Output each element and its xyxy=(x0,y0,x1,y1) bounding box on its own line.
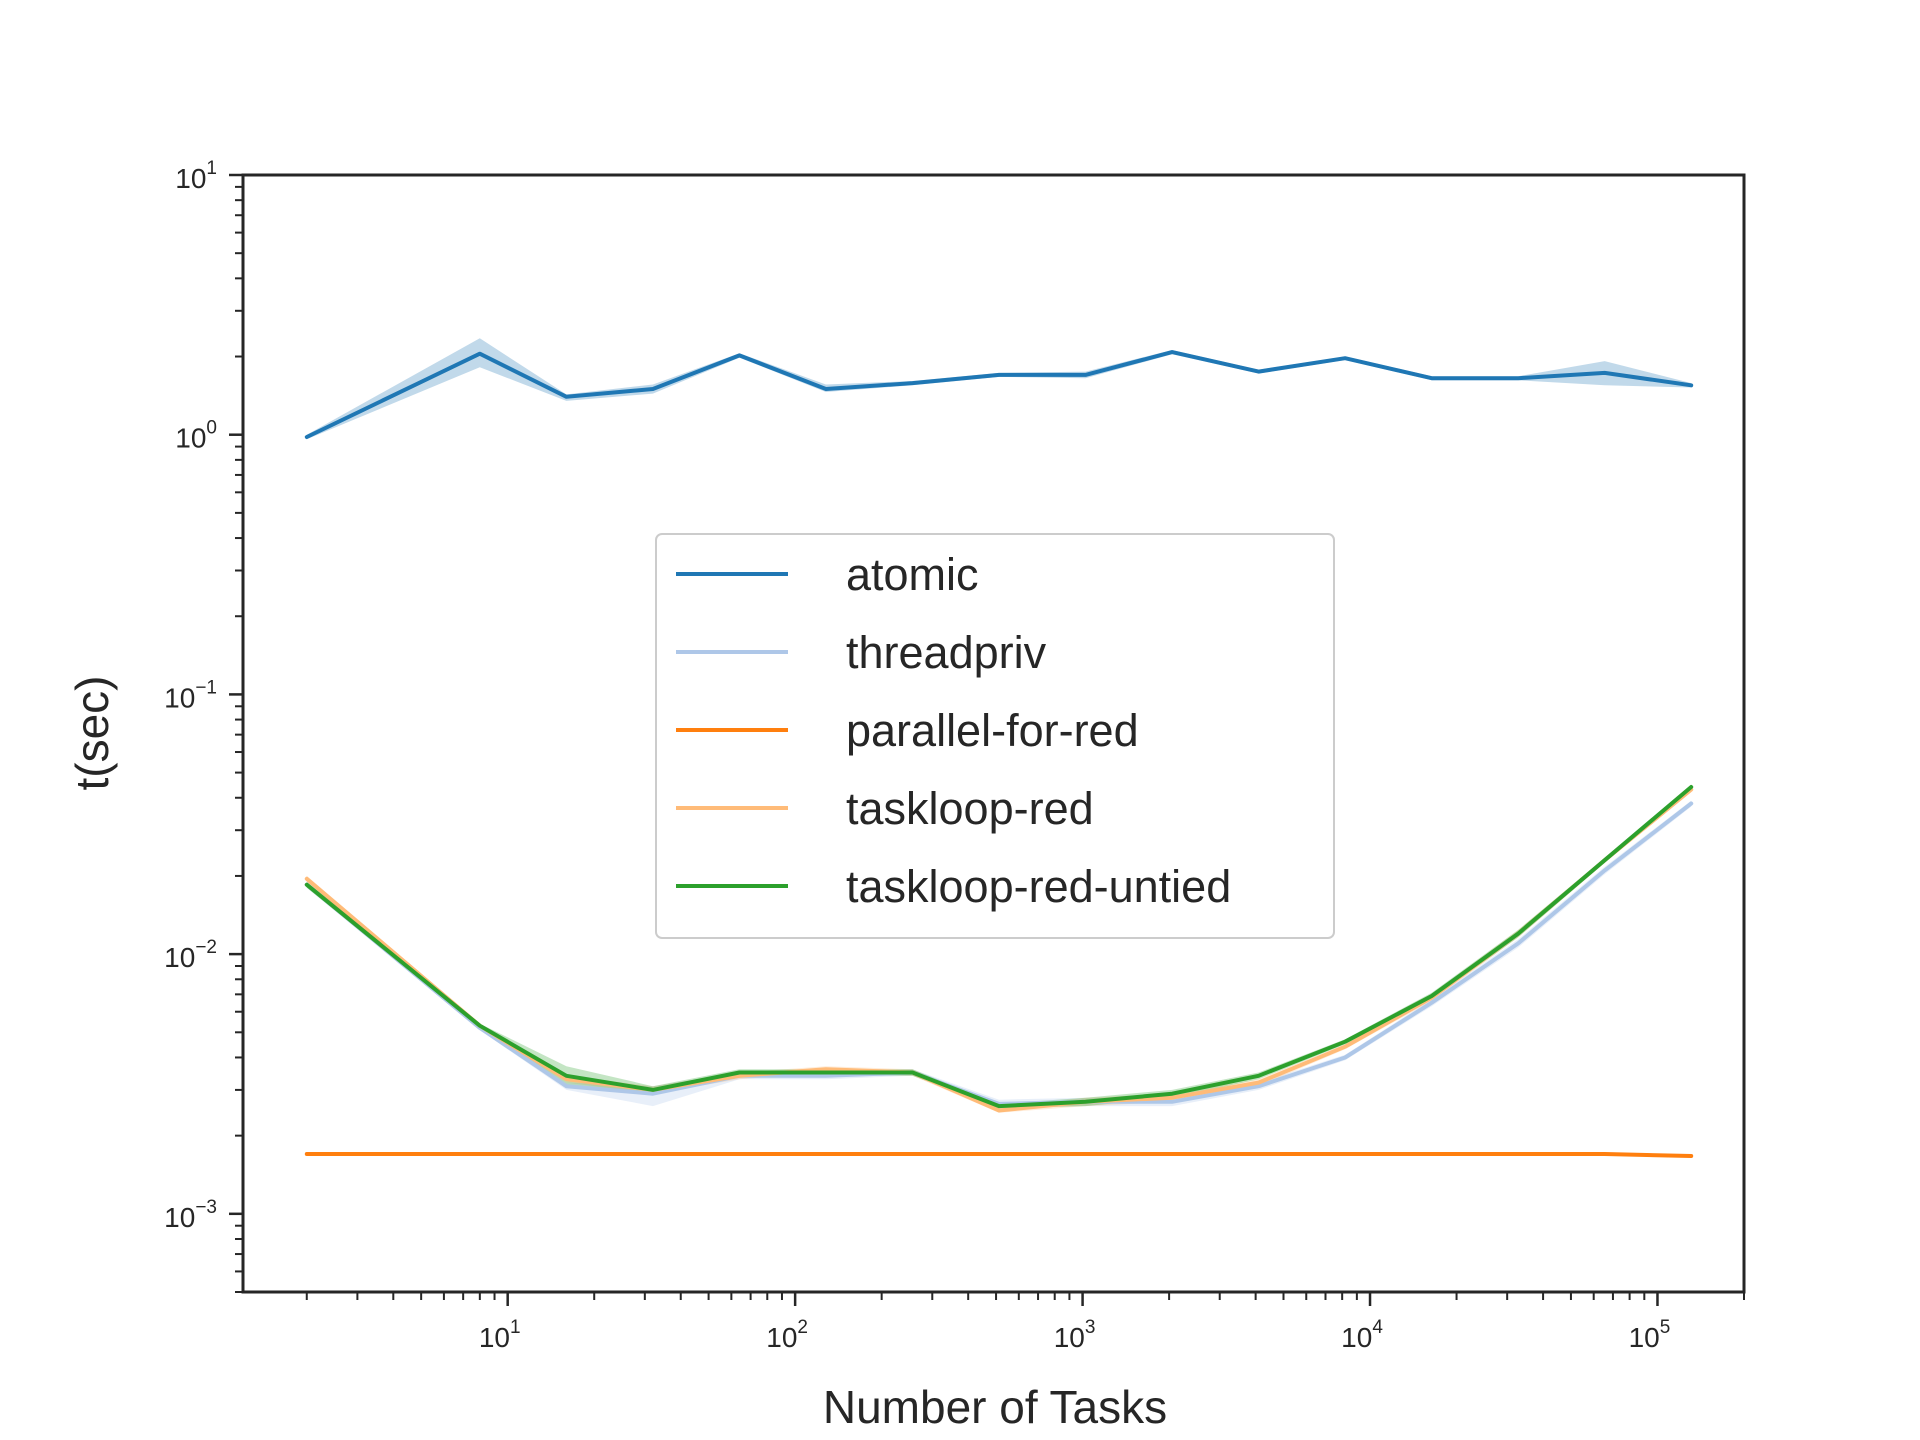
y-tick-exponent: 1 xyxy=(206,158,217,179)
x-tick-exponent: 3 xyxy=(1085,1317,1096,1338)
x-tick-exponent: 4 xyxy=(1372,1317,1383,1338)
series-lines xyxy=(304,350,1694,1158)
plot-frame xyxy=(241,173,1746,1294)
legend-label-taskloop-red-untied: taskloop-red-untied xyxy=(846,861,1231,912)
legend: atomic threadpriv parallel-for-red taskloop… xyxy=(655,533,1335,939)
series-line-taskloop-red-untied xyxy=(304,785,1694,1109)
x-tick-label: 102 xyxy=(766,1317,808,1353)
y-tick-exponent: −2 xyxy=(195,937,217,958)
series-line-parallel-for-red xyxy=(304,1152,1694,1158)
x-axis-ticks: 101 102 103 104 105 xyxy=(305,1292,1745,1353)
x-axis-title: Number of Tasks xyxy=(823,1381,1167,1433)
y-tick-label: 10−3 xyxy=(164,1197,217,1233)
legend-label-parallel-for-red: parallel-for-red xyxy=(846,705,1139,756)
legend-label-taskloop-red: taskloop-red xyxy=(846,783,1094,834)
x-tick-exponent: 2 xyxy=(797,1317,808,1338)
x-tick-exponent: 5 xyxy=(1660,1317,1671,1338)
series-line-atomic xyxy=(304,350,1694,439)
legend-label-atomic: atomic xyxy=(846,549,979,600)
y-tick-label: 10−2 xyxy=(164,937,217,973)
y-tick-exponent: −3 xyxy=(195,1197,217,1218)
y-tick-label: 100 xyxy=(175,418,217,454)
y-tick-exponent: 0 xyxy=(206,418,217,439)
legend-label-threadpriv: threadpriv xyxy=(846,627,1047,678)
legend-box xyxy=(655,533,1335,939)
y-axis-title: t(sec) xyxy=(66,676,118,791)
x-tick-exponent: 1 xyxy=(510,1317,521,1338)
y-tick-exponent: −1 xyxy=(195,677,217,698)
